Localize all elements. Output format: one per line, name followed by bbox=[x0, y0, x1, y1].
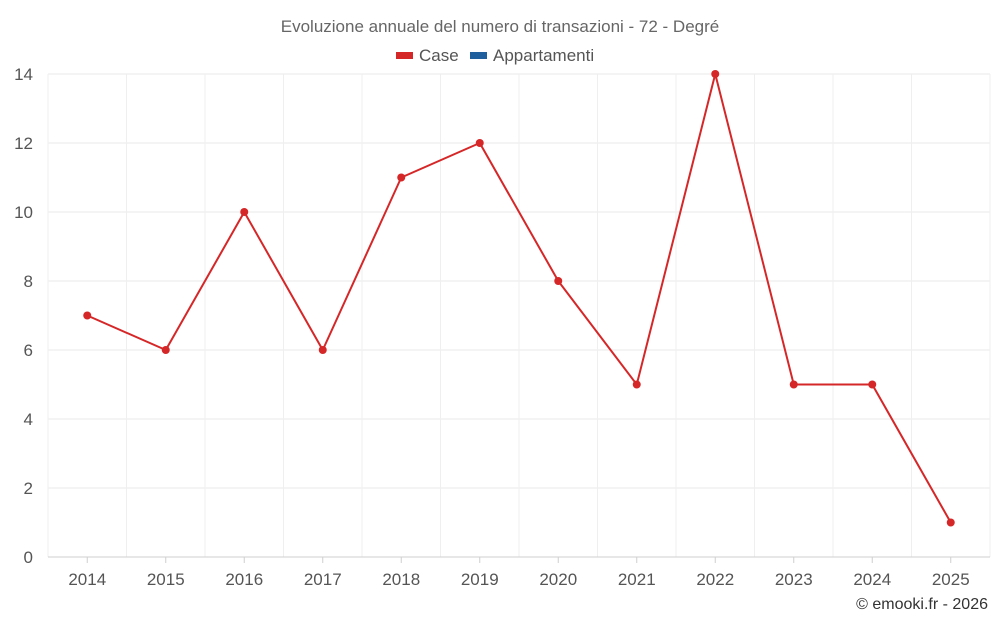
x-tick-label: 2014 bbox=[68, 570, 106, 589]
x-tick-label: 2016 bbox=[225, 570, 263, 589]
data-point-case[interactable] bbox=[318, 346, 327, 354]
data-point-case[interactable] bbox=[240, 208, 249, 216]
data-point-case[interactable] bbox=[83, 311, 92, 320]
legend-label-appartamenti: Appartamenti bbox=[493, 46, 594, 65]
credit-text: © emooki.fr - 2026 bbox=[856, 596, 988, 613]
x-tick-label: 2020 bbox=[539, 570, 577, 589]
series-case bbox=[83, 70, 955, 527]
y-tick-label: 8 bbox=[24, 272, 33, 291]
x-tick-label: 2019 bbox=[461, 570, 499, 589]
legend: Case Appartamenti bbox=[396, 46, 594, 65]
y-tick-label: 14 bbox=[14, 65, 33, 84]
y-tick-label: 12 bbox=[14, 134, 33, 153]
x-tick-label: 2023 bbox=[775, 570, 813, 589]
x-tick-label: 2015 bbox=[147, 570, 185, 589]
grid bbox=[47, 73, 991, 558]
y-tick-label: 0 bbox=[24, 548, 33, 567]
data-point-case[interactable] bbox=[711, 70, 720, 78]
x-tick-label: 2025 bbox=[932, 570, 970, 589]
y-tick-label: 2 bbox=[24, 479, 33, 498]
chart-title: Evoluzione annuale del numero di transaz… bbox=[281, 17, 719, 36]
data-point-case[interactable] bbox=[554, 277, 563, 285]
series-line-case bbox=[86, 73, 952, 523]
x-tick-label: 2018 bbox=[382, 570, 420, 589]
x-tick-label: 2022 bbox=[696, 570, 734, 589]
y-axis: 0 2 4 6 8 10 12 14 bbox=[14, 65, 33, 567]
data-point-case[interactable] bbox=[946, 518, 955, 527]
x-tick-label: 2024 bbox=[853, 570, 891, 589]
legend-item-appartamenti[interactable]: Appartamenti bbox=[470, 46, 594, 65]
legend-item-case[interactable]: Case bbox=[396, 46, 459, 65]
y-tick-label: 10 bbox=[14, 203, 33, 222]
x-tick-label: 2021 bbox=[618, 570, 656, 589]
y-tick-label: 6 bbox=[24, 341, 33, 360]
x-axis: 2014 2015 2016 2017 2018 2019 2020 2021 2022 2023… bbox=[48, 556, 990, 589]
legend-swatch-case bbox=[396, 52, 413, 59]
data-point-case[interactable] bbox=[161, 346, 170, 354]
data-point-case[interactable] bbox=[868, 380, 877, 389]
data-point-case[interactable] bbox=[397, 173, 406, 182]
data-point-case[interactable] bbox=[632, 380, 641, 389]
data-point-case[interactable] bbox=[475, 139, 484, 147]
y-tick-label: 4 bbox=[24, 410, 33, 429]
legend-label-case: Case bbox=[419, 46, 459, 65]
data-point-case[interactable] bbox=[789, 380, 798, 389]
legend-swatch-appartamenti bbox=[470, 52, 487, 59]
x-tick-label: 2017 bbox=[304, 570, 342, 589]
